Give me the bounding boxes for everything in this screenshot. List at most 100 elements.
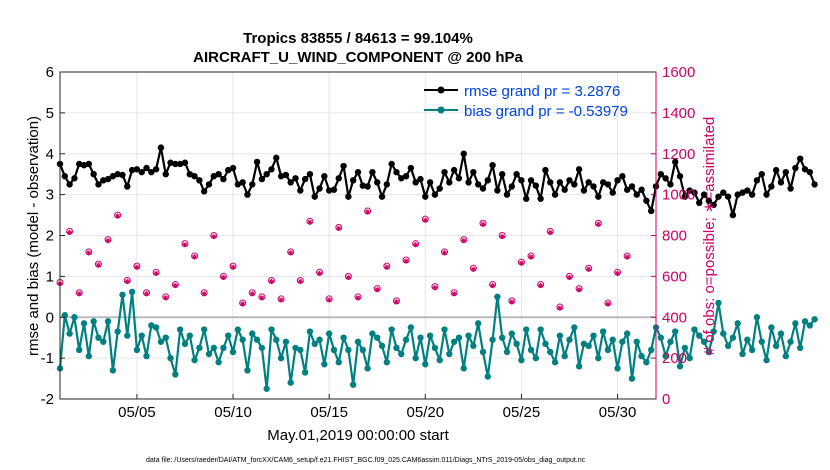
obs-assimilated-marker (557, 305, 563, 311)
bias-point (643, 359, 650, 366)
bias-point (138, 332, 145, 339)
asterisk-stroke (163, 295, 168, 301)
obs-assimilated-marker (95, 262, 102, 268)
rmse-point (369, 168, 376, 176)
asterisk-stroke (86, 250, 92, 256)
bias-point (681, 344, 689, 352)
asterisk-stroke (230, 265, 236, 270)
rmse-point (691, 189, 698, 196)
asterisk-stroke (442, 250, 447, 256)
bias-point (210, 344, 218, 352)
y-left-tick-label: 4 (46, 146, 54, 163)
asterisk-stroke (67, 230, 72, 235)
rmse-point (792, 164, 799, 172)
rmse-point (287, 179, 294, 186)
obs-assimilated-marker (191, 254, 198, 260)
obs-assimilated-marker (461, 238, 467, 244)
bias-point (253, 336, 261, 343)
rmse-point (715, 193, 722, 200)
asterisk-stroke (461, 238, 466, 243)
rmse-point (100, 177, 107, 184)
bias-point (282, 338, 290, 345)
obs-assimilated-marker (538, 282, 544, 289)
rmse-point (614, 177, 621, 184)
rmse-point (700, 191, 708, 198)
y-right-tick-label: 0 (662, 391, 670, 408)
rmse-point (85, 160, 93, 168)
bias-point (739, 350, 746, 358)
bias-point (724, 342, 732, 350)
rmse-point (196, 177, 203, 184)
rmse-point (465, 179, 472, 186)
y-right-tick-label: 200 (662, 350, 687, 367)
obs-assimilated-marker (576, 287, 582, 293)
rmse-point (119, 171, 126, 179)
bias-point (133, 346, 141, 354)
obs-assimilated-marker (259, 295, 265, 301)
bias-point (494, 293, 501, 301)
asterisk-stroke (423, 217, 428, 223)
rmse-point (364, 183, 371, 190)
y-left-tick-label: 6 (46, 64, 54, 81)
bias-point (772, 342, 780, 350)
bias-point (191, 356, 198, 364)
y-left-tick-label: 0 (46, 309, 54, 326)
bias-point (729, 334, 737, 341)
bias-point (446, 350, 453, 358)
rmse-point (503, 191, 511, 198)
obs-assimilated-marker (278, 297, 284, 303)
bias-point (657, 334, 665, 341)
rmse-point (729, 211, 737, 219)
bias-point (556, 332, 564, 339)
y-right-tick-label: 1600 (662, 64, 695, 81)
rmse-point (402, 173, 410, 180)
obs-assimilated-marker (624, 254, 630, 260)
asterisk-stroke (480, 222, 486, 227)
bias-point (407, 324, 415, 331)
rmse-point (311, 193, 318, 200)
rmse-point (638, 186, 645, 193)
bias-point (220, 344, 227, 352)
obs-assimilated-marker (172, 282, 178, 289)
rmse-point (249, 181, 256, 188)
rmse-point (720, 189, 727, 196)
rmse-point (398, 175, 405, 182)
bias-point (71, 314, 78, 321)
bias-point (258, 344, 266, 352)
rmse-point (71, 175, 78, 182)
bias-point (518, 356, 525, 364)
bias-point (441, 326, 448, 333)
bias-point (364, 365, 371, 372)
bias-point (527, 346, 535, 354)
y-left-tick-label: -1 (41, 350, 54, 367)
bias-point (383, 359, 391, 366)
rmse-point (345, 193, 352, 200)
bias-point (571, 324, 578, 331)
bias-point (66, 330, 73, 337)
bias-point (311, 340, 318, 348)
bias-point (489, 336, 496, 343)
asterisk-stroke (326, 297, 332, 303)
asterisk-stroke (624, 254, 630, 260)
rmse-point (782, 168, 789, 176)
rmse-point (537, 195, 544, 202)
asterisk-stroke (567, 275, 572, 280)
rmse-point (234, 181, 242, 188)
asterisk-stroke (250, 291, 255, 296)
rmse-point (191, 173, 198, 180)
rmse-point (239, 179, 246, 186)
asterisk-stroke (202, 291, 207, 296)
rmse-point (388, 160, 395, 168)
bias-point (90, 318, 97, 325)
obs-assimilated-marker (595, 221, 601, 227)
obs-assimilated-marker (268, 278, 275, 285)
bias-point (580, 340, 588, 348)
bias-point (335, 359, 342, 366)
bias-point (537, 326, 544, 333)
y-left-tick-label: 2 (46, 228, 54, 245)
bias-point (647, 346, 655, 354)
asterisk-stroke (317, 271, 322, 276)
bias-point (417, 334, 424, 341)
rmse-point (604, 181, 612, 188)
obs-assimilated-marker (211, 233, 217, 240)
